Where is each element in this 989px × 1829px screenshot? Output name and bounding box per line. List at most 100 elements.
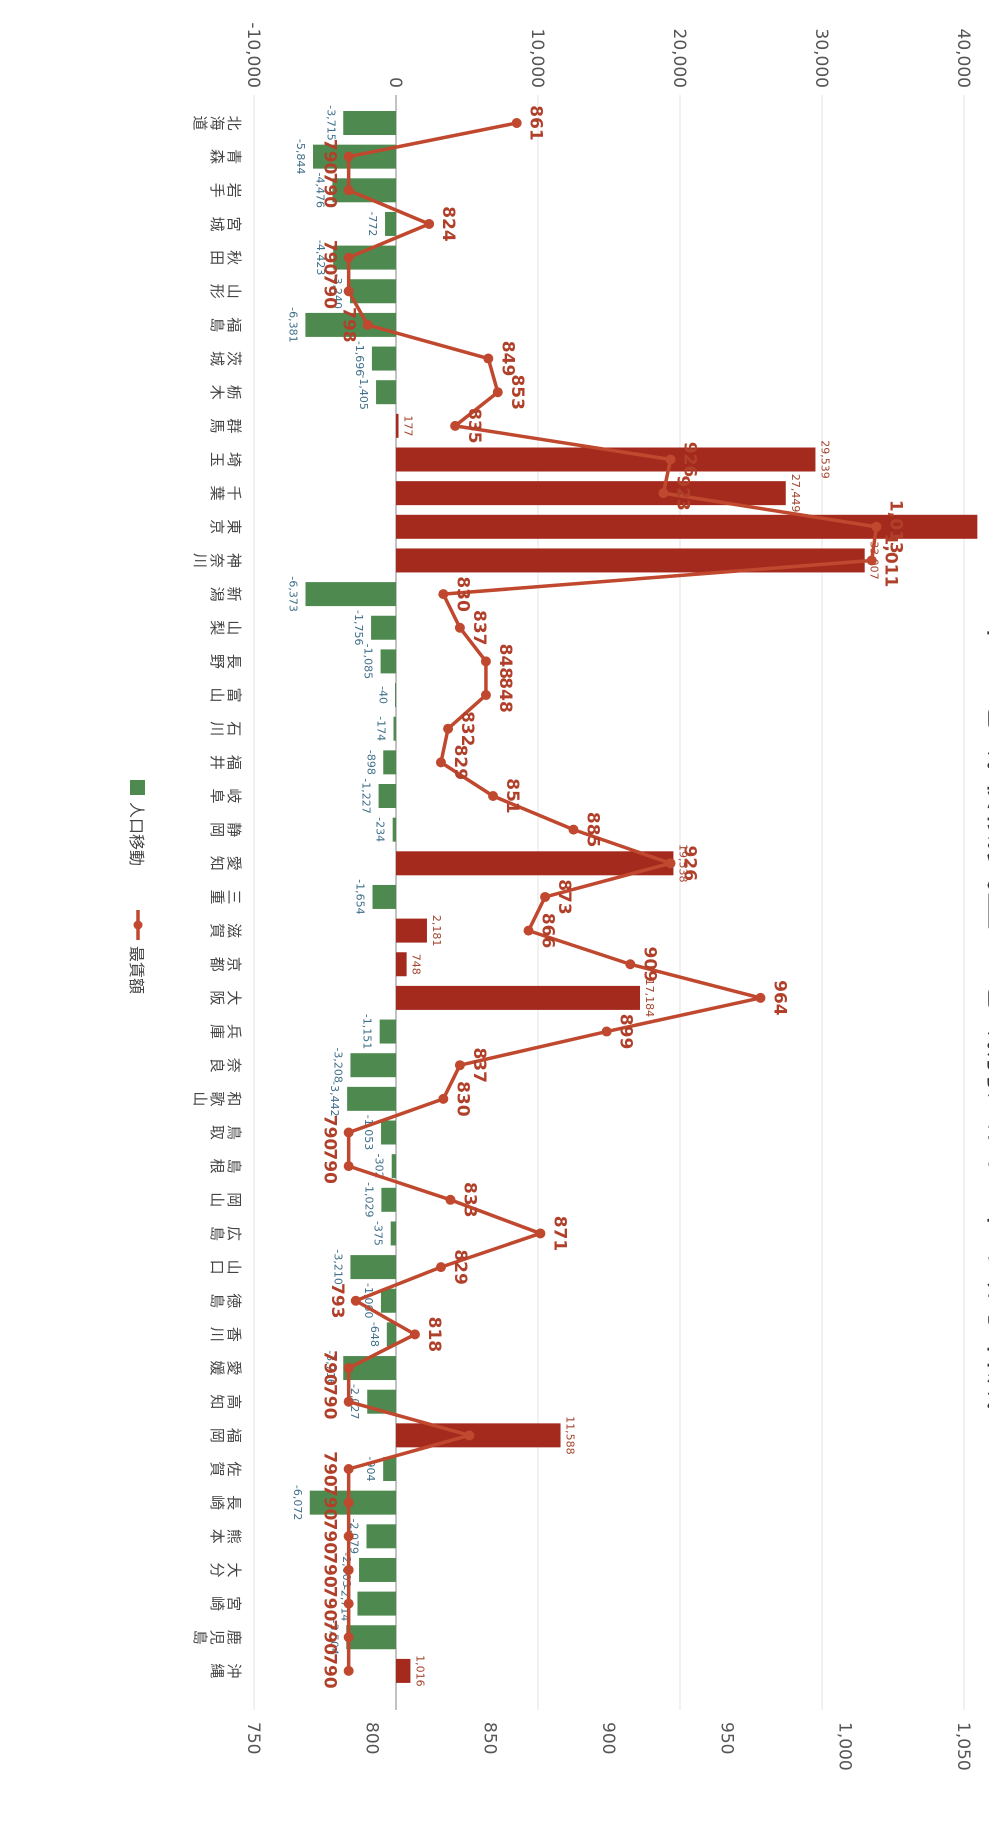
- wage-point-宮崎: [343, 1598, 354, 1609]
- legend-label-population: 人口移動: [127, 802, 146, 866]
- category-label: 愛知: [208, 856, 243, 871]
- wage-label: 1,011: [881, 534, 901, 588]
- category-label: 静岡: [208, 822, 243, 837]
- bar-label: -1,696: [353, 341, 366, 376]
- right-tick-label: 850: [480, 1722, 500, 1754]
- bar-三重: [372, 884, 396, 909]
- category-label: 秋田: [208, 250, 243, 265]
- bar-label: -302: [373, 1154, 386, 1179]
- bar-長野: [383, 750, 396, 775]
- wage-label: 909: [639, 947, 659, 983]
- bar-label: -375: [372, 1221, 385, 1246]
- right-axis: 750 800 850 900 950 1,000 1,050: [243, 1722, 973, 1771]
- wage-label: 866: [538, 913, 558, 949]
- wage-label: 790: [320, 1653, 340, 1689]
- category-label: 三重: [208, 889, 243, 904]
- wage-point-愛知: [665, 858, 676, 869]
- wage-label: 829: [450, 1249, 470, 1285]
- wage-label: 818: [424, 1317, 444, 1353]
- wage-point-岩手: [343, 185, 354, 196]
- wage-label: 790: [320, 173, 340, 209]
- wage-point-佐賀: [343, 1464, 354, 1474]
- category-label: 宮崎: [208, 1596, 243, 1611]
- category-label: 滋賀: [208, 923, 243, 938]
- bar-富山: [371, 615, 396, 640]
- right-tick-label: 1,000: [835, 1722, 855, 1771]
- wage-label: 851: [502, 778, 522, 814]
- wage-point-鹿児島: [343, 1632, 354, 1643]
- bar-label: 29,539: [818, 440, 831, 479]
- bar-label: 11,588: [564, 1416, 577, 1455]
- wage-label: 790: [320, 1115, 340, 1151]
- right-tick-label: 750: [243, 1722, 263, 1754]
- wage-label: 926: [680, 846, 700, 882]
- wage-point-広島: [535, 1228, 546, 1239]
- wage-label: 790: [320, 1485, 340, 1521]
- bar-label: 27,449: [789, 474, 802, 513]
- category-label: 香川: [208, 1327, 243, 1342]
- category-label: 北海道: [191, 115, 243, 130]
- wage-point-沖縄: [343, 1665, 354, 1676]
- wage-point-島根: [343, 1161, 354, 1172]
- wage-label: 832: [457, 711, 477, 747]
- category-label: 和歌山: [191, 1091, 243, 1106]
- bar-山形: [349, 279, 396, 304]
- wage-point-滋賀: [523, 925, 534, 936]
- wage-label: 790: [320, 240, 340, 276]
- bar-島根: [391, 1154, 396, 1179]
- bar-北海道: [343, 111, 396, 135]
- category-label: 石川: [208, 721, 243, 736]
- left-tick-label: 20,000: [669, 29, 689, 88]
- category-label: 愛媛: [208, 1361, 243, 1376]
- right-tick-label: 950: [716, 1722, 736, 1754]
- category-label: 岐阜: [208, 788, 243, 803]
- wage-label: 899: [616, 1014, 636, 1050]
- wage-point-大分: [343, 1564, 354, 1575]
- bar-label: -3,210: [331, 1249, 344, 1284]
- wage-point-高知: [343, 1396, 354, 1407]
- wage-point-鳥取: [343, 1127, 354, 1138]
- wage-label: 861: [526, 105, 546, 141]
- wage-point-熊本: [343, 1531, 354, 1542]
- wage-point-長野: [435, 757, 446, 768]
- bar-石川: [380, 649, 396, 674]
- wage-point-福岡: [464, 1430, 475, 1441]
- bar-茨城: [371, 346, 396, 371]
- left-tick-label: 30,000: [811, 29, 831, 88]
- right-tick-label: 1,050: [953, 1722, 973, 1771]
- bar-label: 177: [402, 415, 415, 436]
- category-label: 茨城: [208, 351, 243, 366]
- bar-大分: [359, 1557, 396, 1582]
- wage-point-北海道: [511, 118, 522, 128]
- wage-label: 837: [469, 610, 489, 646]
- wage-point-大阪: [755, 992, 766, 1003]
- wage-point-埼玉: [665, 454, 676, 465]
- wage-label: 829: [450, 745, 470, 781]
- wage-label: 790: [320, 1148, 340, 1184]
- bar-京都: [395, 952, 407, 977]
- wage-point-山形: [343, 286, 354, 297]
- category-label: 福岡: [208, 1428, 243, 1443]
- category-label: 福島: [208, 317, 243, 332]
- category-label: 島根: [208, 1159, 243, 1174]
- bar-滋賀: [396, 918, 427, 943]
- bar-山口: [350, 1255, 396, 1280]
- category-label: 佐賀: [208, 1461, 243, 1476]
- category-label: 群馬: [208, 418, 243, 433]
- wage-label: 790: [320, 1350, 340, 1386]
- bar-label: -1,227: [360, 778, 373, 813]
- bar-label: -1,085: [362, 644, 375, 679]
- bar-label: -1,060: [362, 1283, 375, 1318]
- wage-point-秋田: [343, 252, 354, 263]
- bar-label: -3,504: [327, 1620, 340, 1655]
- bar-label: 19,538: [676, 844, 689, 883]
- wage-point-東京: [871, 521, 882, 532]
- category-label: 埼玉: [208, 452, 243, 467]
- wage-point-長崎: [343, 1497, 354, 1508]
- bar-静岡: [392, 817, 396, 842]
- wage-label: 790: [320, 1519, 340, 1555]
- category-label: 長崎: [208, 1495, 243, 1510]
- right-tick-label: 900: [598, 1722, 618, 1754]
